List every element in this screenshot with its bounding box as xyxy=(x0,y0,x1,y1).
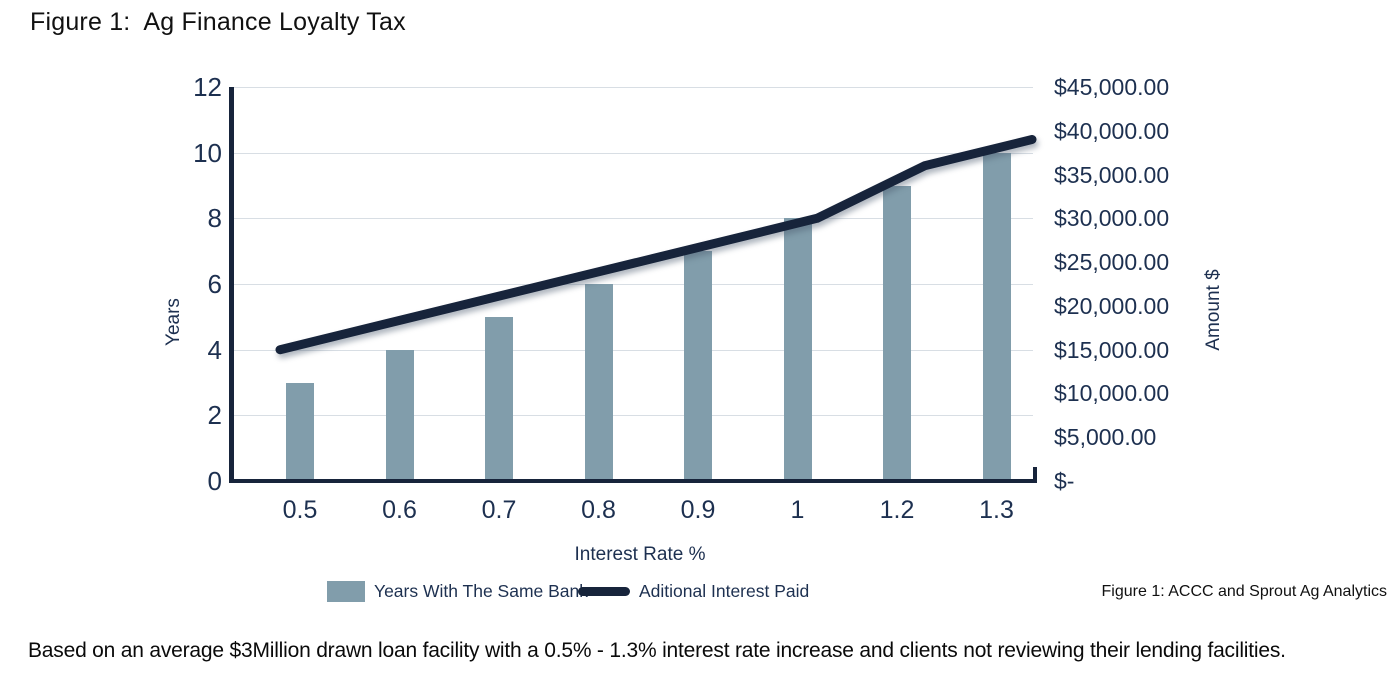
bar-years xyxy=(286,382,314,481)
footnote-text: Based on an average $3Million drawn loan… xyxy=(28,639,1286,662)
x-axis-tick-label: 0.7 xyxy=(481,496,517,524)
secondary-axis-tick-label: $40,000.00 xyxy=(1054,117,1170,144)
bar-swatch-icon xyxy=(327,580,365,602)
gridline xyxy=(232,415,1033,417)
bar-years xyxy=(883,185,911,481)
bar-years xyxy=(783,218,812,481)
x-axis-tick-label: 0.8 xyxy=(581,496,616,524)
figure-title: Figure 1: Ag Finance Loyalty Tax xyxy=(30,8,406,36)
secondary-axis-tick-label: $- xyxy=(1054,468,1075,494)
legend-item-years: Years With The Same Bank xyxy=(327,579,588,603)
gridline xyxy=(232,218,1033,220)
y-axis-tick-label: 12 xyxy=(193,72,222,102)
secondary-axis-tick-label: $45,000.00 xyxy=(1054,74,1170,100)
interest-line-series xyxy=(275,135,1037,355)
x-axis-tick-label: 1 xyxy=(790,496,805,524)
gridline xyxy=(232,87,1033,88)
bar-years xyxy=(385,349,414,481)
secondary-axis-tick-label: $20,000.00 xyxy=(1054,292,1170,319)
y-axis-tick-label: 4 xyxy=(207,334,222,365)
gridline xyxy=(232,284,1033,285)
x-axis-tick-label: 1.3 xyxy=(979,496,1014,524)
x-axis-tick-label: 0.9 xyxy=(680,496,716,524)
y-axis-tick-label: 2 xyxy=(207,400,222,431)
secondary-axis-tick-label: $35,000.00 xyxy=(1054,161,1170,188)
gridline xyxy=(232,349,1033,351)
x-axis-title: Interest Rate % xyxy=(574,544,706,565)
secondary-axis-tick-label: $5,000.00 xyxy=(1054,424,1157,451)
bar-years xyxy=(485,316,513,481)
source-caption: Figure 1: ACCC and Sprout Ag Analytics xyxy=(1101,583,1387,600)
secondary-axis-tick-label: $10,000.00 xyxy=(1054,380,1170,407)
axis-end-tick xyxy=(1033,467,1037,481)
x-axis-tick-label: 1.2 xyxy=(879,496,915,524)
bar-years xyxy=(584,284,613,481)
left-axis-line xyxy=(229,87,234,483)
y-axis-tick-label: 6 xyxy=(207,269,222,299)
legend-item-interest: Aditional Interest Paid xyxy=(578,579,809,603)
plot-area xyxy=(232,87,1033,481)
legend-label-years: Years With The Same Bank xyxy=(374,580,588,601)
x-axis-tick-label: 0.5 xyxy=(282,496,318,524)
bar-years xyxy=(684,251,712,481)
bar-years xyxy=(982,152,1011,481)
line-swatch-icon xyxy=(578,586,630,596)
line-series-path xyxy=(275,135,1037,355)
gridline xyxy=(232,152,1033,154)
y-axis-tick-label: 8 xyxy=(207,203,222,234)
bottom-axis-line xyxy=(229,479,1037,483)
y-axis-tick-label: 0 xyxy=(207,466,222,496)
y-axis-tick-label: 10 xyxy=(193,137,222,168)
secondary-axis-tick-label: $15,000.00 xyxy=(1054,336,1170,363)
secondary-axis-tick-label: $25,000.00 xyxy=(1054,249,1170,276)
secondary-axis-tick-label: $30,000.00 xyxy=(1054,205,1170,232)
legend-label-interest: Aditional Interest Paid xyxy=(639,580,810,601)
x-axis-tick-label: 0.6 xyxy=(382,496,417,524)
